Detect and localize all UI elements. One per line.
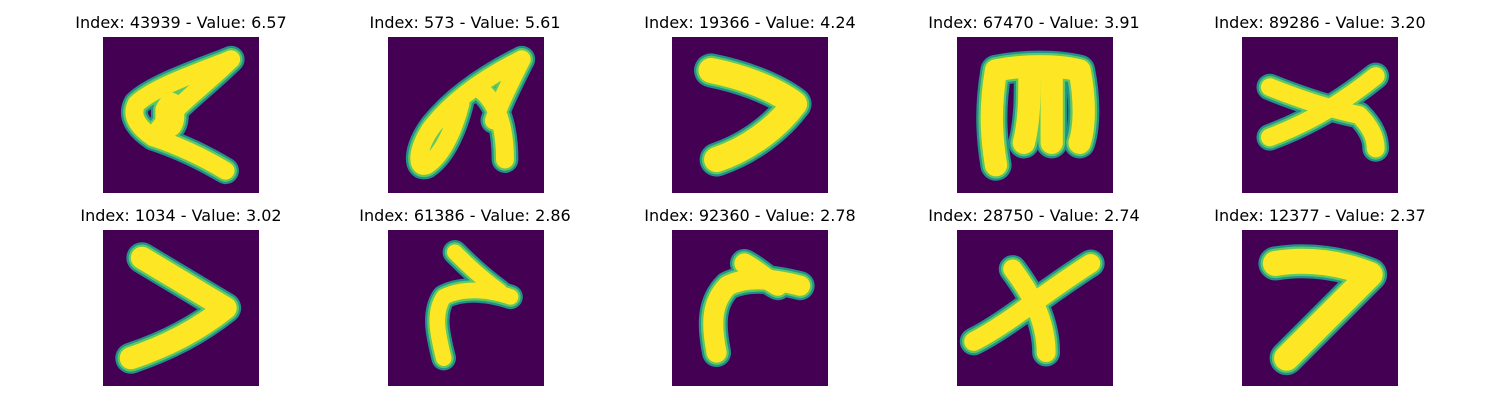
panel-title: Index: 89286 - Value: 3.20 [1214, 13, 1426, 32]
panel-title: Index: 19366 - Value: 4.24 [644, 13, 856, 32]
digit-image [388, 37, 544, 193]
digit-image [388, 230, 544, 386]
panel-title: Index: 12377 - Value: 2.37 [1214, 206, 1426, 225]
panel-title: Index: 92360 - Value: 2.78 [644, 206, 856, 225]
digit-image [103, 230, 259, 386]
digit-image [103, 37, 259, 193]
digit-image [1242, 37, 1398, 193]
panel-title: Index: 1034 - Value: 3.02 [80, 206, 282, 225]
digit-image [672, 37, 828, 193]
digit-image [957, 230, 1113, 386]
panel-title: Index: 573 - Value: 5.61 [369, 13, 561, 32]
panel-title: Index: 28750 - Value: 2.74 [928, 206, 1140, 225]
panel-title: Index: 43939 - Value: 6.57 [75, 13, 287, 32]
panel-title: Index: 67470 - Value: 3.91 [928, 13, 1140, 32]
panel-title: Index: 61386 - Value: 2.86 [359, 206, 571, 225]
digit-image [1242, 230, 1398, 386]
digit-image [957, 37, 1113, 193]
digit-image [672, 230, 828, 386]
